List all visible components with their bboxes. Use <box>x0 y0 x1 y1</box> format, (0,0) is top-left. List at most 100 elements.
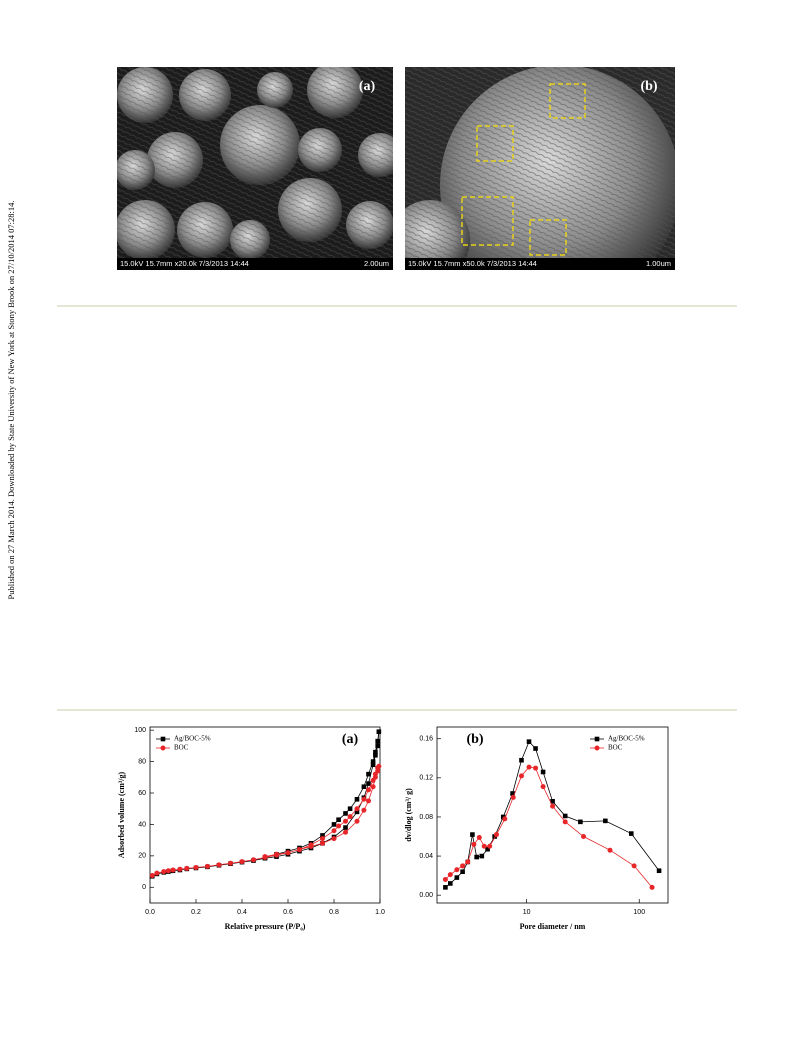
marker <box>331 836 337 842</box>
marker <box>656 868 662 874</box>
marker <box>366 771 371 777</box>
marker <box>370 777 376 783</box>
marker <box>510 791 515 796</box>
marker <box>193 864 199 870</box>
marker <box>533 765 539 771</box>
marker <box>550 799 555 804</box>
annotation: (b) <box>466 732 483 747</box>
x-tick-label: 0.0 <box>145 909 155 916</box>
y-tick-label: 100 <box>134 727 146 734</box>
marker <box>154 870 160 876</box>
marker <box>373 749 378 755</box>
x-tick-label: 100 <box>633 909 645 916</box>
sidebar-note: Published on 27 March 2014. Downloaded b… <box>6 200 16 599</box>
image-label: (a) <box>359 79 376 94</box>
x-tick-label: 10 <box>523 909 531 916</box>
marker <box>471 841 477 847</box>
x-axis-label: Relative pressure (P/P₀) <box>225 922 306 931</box>
marker <box>448 881 453 886</box>
marker <box>336 817 341 823</box>
legend-label: BOC <box>608 744 623 752</box>
y-axis-label: dv/dlog (cm³/ g) <box>404 788 413 842</box>
marker <box>562 813 568 819</box>
marker <box>149 873 155 878</box>
legend-label: Ag/BOC-5% <box>608 735 645 743</box>
marker <box>470 832 475 837</box>
y-tick-label: 0.08 <box>419 814 433 821</box>
marker <box>594 745 600 751</box>
marker <box>454 867 460 873</box>
marker <box>594 736 600 742</box>
marker <box>649 884 655 890</box>
marker <box>550 803 556 809</box>
plot-frame <box>436 726 669 904</box>
y-tick-label: 40 <box>138 821 146 828</box>
marker <box>331 822 337 827</box>
marker <box>354 809 360 815</box>
marker <box>285 850 291 856</box>
marker <box>361 796 367 802</box>
marker <box>375 765 381 771</box>
marker <box>603 818 608 824</box>
marker <box>372 771 378 777</box>
plot-frame <box>149 726 381 904</box>
marker <box>165 868 171 874</box>
marker <box>479 853 485 859</box>
marker <box>631 863 637 869</box>
marker <box>308 842 314 848</box>
marker <box>519 757 524 763</box>
marker <box>370 759 376 764</box>
marker <box>533 746 538 751</box>
y-tick-label: 80 <box>138 758 146 765</box>
marker <box>361 784 367 790</box>
y-tick-label: 0 <box>142 884 146 891</box>
marker <box>347 814 353 820</box>
marker <box>510 794 516 800</box>
marker <box>239 859 245 865</box>
marker <box>336 823 342 829</box>
y-tick-label: 60 <box>138 790 146 797</box>
marker <box>492 834 497 839</box>
image-scale: 1.00um <box>646 259 671 268</box>
marker <box>540 784 546 790</box>
marker <box>370 762 376 768</box>
marker <box>465 859 471 865</box>
y-axis-label: Adsorbed volume (cm³/g) <box>117 771 126 858</box>
marker <box>205 863 210 869</box>
marker <box>320 840 325 846</box>
x-axis-label: Pore diameter / nm <box>520 922 586 931</box>
marker <box>354 818 360 824</box>
marker <box>366 787 371 793</box>
marker <box>320 836 325 842</box>
marker <box>474 854 479 860</box>
annotation: (a) <box>342 732 359 747</box>
marker <box>343 825 348 830</box>
marker <box>251 857 256 863</box>
marker <box>526 764 532 770</box>
y-tick-label: 0.12 <box>419 775 433 782</box>
marker <box>160 745 166 751</box>
series-line <box>445 766 653 888</box>
x-tick-label: 0.2 <box>191 909 201 916</box>
marker <box>354 796 360 802</box>
marker <box>361 807 367 813</box>
marker <box>343 829 348 835</box>
marker <box>297 847 302 853</box>
marker <box>376 729 382 735</box>
y-tick-label: 0.04 <box>419 853 433 860</box>
marker <box>375 738 380 744</box>
x-tick-label: 0.6 <box>283 909 293 916</box>
marker <box>460 869 465 875</box>
marker <box>161 869 167 875</box>
y-tick-label: 20 <box>138 853 146 860</box>
marker <box>581 834 587 840</box>
marker <box>454 875 460 880</box>
marker <box>481 843 487 849</box>
marker <box>562 819 568 825</box>
marker <box>540 769 546 775</box>
marker <box>331 828 337 834</box>
marker <box>629 831 634 836</box>
marker <box>354 806 360 812</box>
y-tick-label: 0.00 <box>419 892 433 899</box>
